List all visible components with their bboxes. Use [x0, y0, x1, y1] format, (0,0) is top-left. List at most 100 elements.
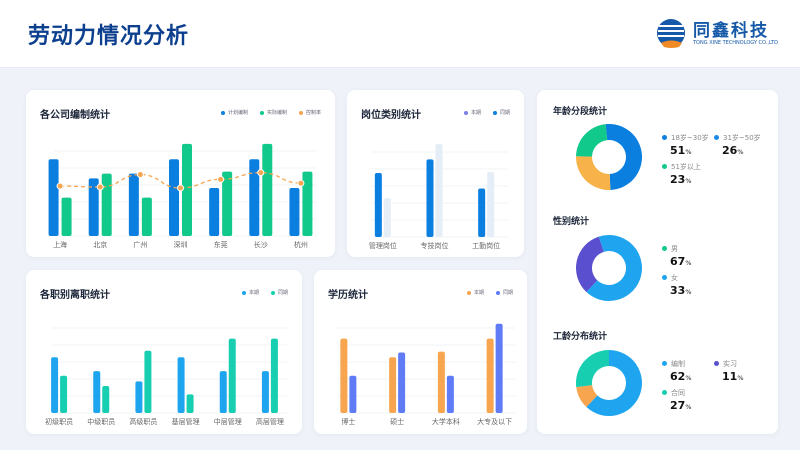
bar-company-0-0	[48, 159, 59, 236]
bar-company-1-5	[262, 143, 273, 236]
bar-leave-1-4	[228, 338, 236, 413]
legend-item: 同期	[270, 289, 288, 296]
bar-company-0-1	[88, 178, 99, 236]
legend-label: 本期	[248, 290, 259, 296]
legend-dot	[662, 246, 667, 251]
legend-item: 同期	[492, 109, 510, 116]
percent-unit: %	[685, 289, 692, 296]
chart-legend: 本期 同期	[466, 289, 513, 296]
donut-legend-item: 实习 11%	[714, 359, 743, 383]
donut-legend-item: 男 67%	[662, 244, 691, 268]
legend-label: 18岁~30岁	[671, 134, 709, 142]
bar-company-0-3	[169, 159, 179, 236]
legend-dot	[220, 110, 225, 115]
chart-title: 各公司编制统计	[40, 110, 110, 121]
bar-post-1-0	[383, 198, 391, 237]
donut-legend-item: 31岁~50岁 26%	[714, 133, 761, 157]
x-tick-label: 大专及以下	[477, 417, 512, 426]
donut-title: 年龄分段统计	[553, 107, 608, 117]
rate-point	[297, 179, 305, 187]
percent-value: 51	[670, 144, 686, 157]
logo-icon	[657, 19, 685, 48]
percent-unit: %	[685, 149, 692, 156]
legend-dot	[495, 290, 500, 295]
legend-item: 本期	[463, 109, 481, 116]
donut-slice-gender-0	[586, 235, 642, 301]
legend-dot	[270, 290, 275, 295]
legend-value: 33%	[670, 284, 691, 297]
bar-leave-0-0	[51, 357, 59, 413]
legend-value: 62%	[670, 370, 691, 383]
x-tick-label: 初级职员	[45, 417, 73, 426]
percent-value: 33	[670, 284, 686, 297]
bar-edu-1-1	[398, 352, 406, 413]
chart-title: 各职别离职统计	[40, 290, 110, 301]
x-tick-label: 基层管理	[172, 417, 200, 426]
chart-plot: 上海 北京 广州 深圳 东莞 长沙 杭州	[48, 143, 317, 249]
legend-value: 26%	[722, 144, 761, 157]
legend-label: 男	[671, 245, 678, 253]
legend-label: 同期	[502, 290, 513, 296]
distribution-card: 年龄分段统计 18岁~30岁 51% 31岁~50岁 26% 51岁以上 23% 性别统计男 6…	[537, 90, 778, 434]
percent-unit: %	[685, 260, 692, 267]
donut-legend-item: 编制 62%	[662, 359, 691, 383]
education-card: 博士 硕士 大学本科 大专及以下 学历统计 本期 同期	[314, 270, 527, 434]
bar-edu-1-2	[446, 375, 454, 413]
rate-point	[177, 184, 184, 192]
x-tick-label: 硕士	[390, 417, 404, 426]
x-tick-label: 中层管理	[214, 417, 242, 426]
legend-dot	[662, 390, 667, 395]
bar-company-0-2	[128, 173, 139, 236]
rate-point	[136, 171, 144, 179]
bar-edu-0-2	[437, 351, 445, 413]
legend-dot	[662, 275, 667, 280]
x-tick-label: 广州	[133, 240, 147, 249]
bar-post-1-1	[435, 143, 443, 237]
bar-edu-0-3	[486, 338, 494, 413]
x-tick-label: 高层管理	[256, 417, 284, 426]
bar-company-0-6	[289, 188, 300, 236]
x-tick-label: 高级职员	[129, 417, 157, 426]
legend-dot	[662, 135, 667, 140]
legend-dot	[714, 361, 719, 366]
legend-value: 27%	[670, 399, 691, 412]
legend-value: 23%	[670, 173, 701, 186]
bar-company-1-1	[101, 173, 112, 236]
bar-leave-1-3	[186, 394, 194, 413]
bar-edu-0-1	[389, 357, 397, 413]
bar-leave-0-3	[177, 357, 185, 413]
legend-dot	[463, 110, 468, 115]
donut-slice-tenure-2	[576, 350, 609, 388]
donut-slice-age-1	[576, 156, 611, 190]
donut-slice-age-0	[605, 124, 642, 190]
legend-value: 51%	[670, 144, 709, 157]
bar-leave-0-4	[219, 371, 227, 413]
donut-title: 性别统计	[553, 217, 590, 227]
legend-label: 计划编制	[227, 110, 248, 116]
bar-leave-1-2	[144, 350, 152, 413]
legend-label: 编制	[671, 360, 685, 368]
donut-title: 工龄分布统计	[553, 332, 608, 342]
rate-point	[217, 175, 225, 183]
x-tick-label: 中级职员	[87, 417, 115, 426]
donut-slice-age-2	[576, 124, 608, 157]
percent-unit: %	[737, 149, 744, 156]
legend-dot	[714, 135, 719, 140]
page-title: 劳动力情况分析	[28, 24, 190, 49]
legend-item: 实际编制	[259, 109, 287, 116]
chart-plot: 初级职员 中级职员 高级职员 基层管理 中层管理 高层管理	[45, 327, 287, 426]
x-tick-label: 博士	[341, 417, 355, 426]
legend-label: 女	[671, 274, 678, 282]
percent-value: 26	[722, 144, 738, 157]
legend-item: 本期	[241, 289, 259, 296]
legend-label: 本期	[473, 290, 484, 296]
x-tick-label: 北京	[93, 240, 107, 249]
bar-leave-1-0	[60, 375, 68, 413]
x-tick-label: 大学本科	[432, 417, 460, 426]
donut-charts	[576, 124, 642, 417]
legend-dot	[662, 164, 667, 169]
chart-legend: 本期 同期	[463, 109, 510, 116]
bar-leave-0-5	[261, 371, 269, 413]
x-tick-label: 杭州	[294, 240, 308, 249]
percent-unit: %	[737, 375, 744, 382]
